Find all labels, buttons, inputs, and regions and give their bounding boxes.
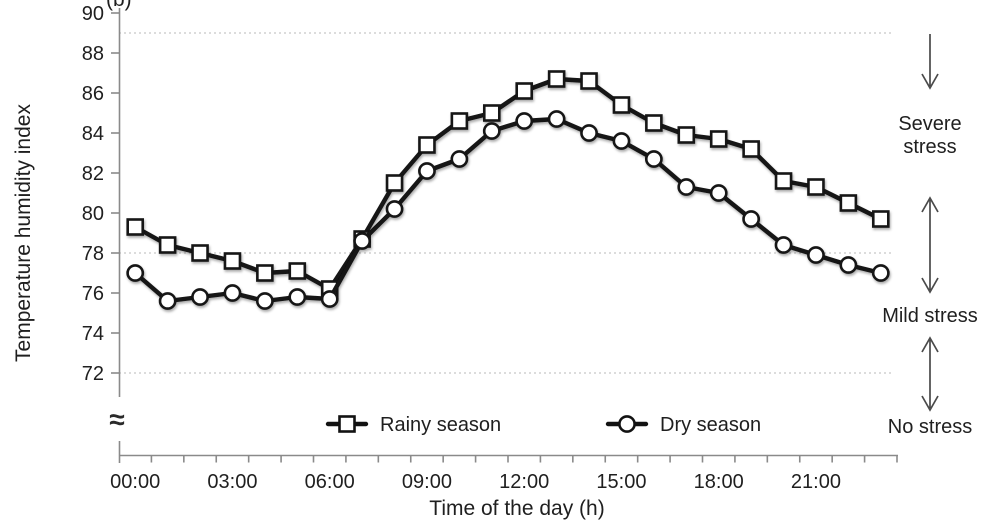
- y-tick-label: 90: [82, 3, 104, 25]
- square-marker-icon: [677, 126, 696, 144]
- circle-marker-icon: [288, 288, 307, 306]
- square-marker-icon: [288, 262, 307, 280]
- square-marker-icon: [742, 140, 760, 158]
- legend-label-rainy: Rainy season: [380, 414, 501, 436]
- circle-marker-icon: [418, 162, 436, 180]
- legend-label-dry: Dry season: [660, 414, 761, 436]
- series-line: [133, 76, 883, 292]
- square-marker-icon: [774, 172, 793, 190]
- y-axis-break-symbol: ≈: [109, 404, 125, 435]
- tick-labels: 90 88 86 84 82 80 78 76 74 72 00:00 03:00 06:00 09:00…: [82, 3, 841, 493]
- square-marker-icon: [839, 194, 858, 212]
- circle-marker-icon: [839, 256, 858, 274]
- square-marker-icon: [126, 218, 145, 236]
- circle-marker-icon: [482, 122, 501, 140]
- square-marker-icon: [612, 96, 631, 114]
- data-series: [126, 70, 890, 310]
- circle-marker-icon: [255, 292, 274, 310]
- circle-marker-icon: [191, 288, 209, 306]
- gridlines: [119, 32, 893, 374]
- square-marker-icon: [450, 112, 469, 130]
- circle-marker-icon: [618, 415, 636, 433]
- series-line: [133, 116, 883, 304]
- square-marker-icon: [709, 130, 728, 148]
- circle-marker-icon: [807, 246, 825, 264]
- circle-marker-icon: [320, 290, 339, 308]
- square-marker-icon: [645, 114, 663, 132]
- square-marker-icon: [223, 252, 242, 270]
- y-tick-label: 80: [82, 203, 104, 225]
- axes: [111, 8, 898, 463]
- y-tick-label: 76: [82, 283, 104, 305]
- square-marker-icon: [482, 104, 501, 122]
- circle-marker-icon: [774, 236, 793, 254]
- square-marker-icon: [338, 415, 356, 433]
- circle-marker-icon: [450, 150, 469, 168]
- no-stress-label: No stress: [887, 416, 973, 438]
- circle-marker-icon: [547, 110, 566, 128]
- y-tick-label: 82: [82, 163, 104, 185]
- y-tick-label: 86: [82, 83, 104, 105]
- circle-marker-icon: [677, 178, 696, 196]
- circle-marker-icon: [709, 184, 728, 202]
- y-axis-title: Temperature humidity index: [12, 104, 35, 362]
- square-marker-icon: [871, 210, 890, 228]
- square-marker-icon: [191, 244, 209, 262]
- x-tick-label: 18:00: [694, 471, 744, 493]
- legend-item-rainy: Rainy season: [325, 414, 501, 436]
- square-marker-icon: [807, 178, 825, 196]
- arrow-down-icon: [921, 34, 939, 90]
- x-tick-label: 15:00: [596, 471, 646, 493]
- square-marker-icon: [418, 136, 436, 154]
- legend: Rainy season Dry season: [325, 414, 761, 436]
- severe-stress-label: Severe stress: [898, 113, 962, 158]
- y-tick-label: 88: [82, 43, 104, 65]
- double-arrow-vertical-icon: [921, 196, 939, 294]
- double-arrow-vertical-icon: [921, 336, 939, 412]
- series-rainy-season: [126, 70, 890, 298]
- circle-marker-icon: [580, 124, 598, 142]
- square-marker-icon: [256, 264, 274, 282]
- y-tick-label: 84: [82, 123, 104, 145]
- series-dry-season: [126, 110, 890, 310]
- x-tick-label: 03:00: [207, 471, 257, 493]
- circle-marker-icon: [158, 292, 177, 310]
- y-tick-label: 72: [82, 363, 104, 385]
- x-tick-label: 12:00: [499, 471, 549, 493]
- y-tick-label: 74: [82, 323, 104, 345]
- x-tick-label: 21:00: [791, 471, 841, 493]
- x-tick-label: 09:00: [402, 471, 452, 493]
- panel-label: (b): [106, 0, 132, 12]
- x-tick-label: 00:00: [110, 471, 160, 493]
- square-marker-icon: [515, 82, 534, 100]
- circle-marker-icon: [871, 264, 890, 282]
- x-tick-label: 06:00: [305, 471, 355, 493]
- stress-zone-arrows: [921, 34, 939, 412]
- legend-item-dry: Dry season: [605, 414, 761, 436]
- circle-marker-icon: [515, 112, 534, 130]
- mild-stress-label: Mild stress: [882, 305, 978, 327]
- circle-marker-icon: [353, 232, 372, 250]
- circle-marker-icon: [644, 150, 663, 168]
- square-marker-icon: [547, 70, 566, 88]
- square-marker-icon: [385, 174, 404, 192]
- circle-marker-icon: [742, 210, 761, 228]
- circle-marker-icon: [385, 200, 404, 218]
- square-marker-icon: [158, 236, 177, 254]
- circle-marker-icon: [612, 132, 631, 150]
- square-marker-icon: [580, 72, 598, 90]
- circle-marker-icon: [126, 264, 145, 282]
- x-axis-title: Time of the day (h): [429, 497, 605, 520]
- circle-marker-icon: [223, 284, 242, 302]
- y-tick-label: 78: [82, 243, 104, 265]
